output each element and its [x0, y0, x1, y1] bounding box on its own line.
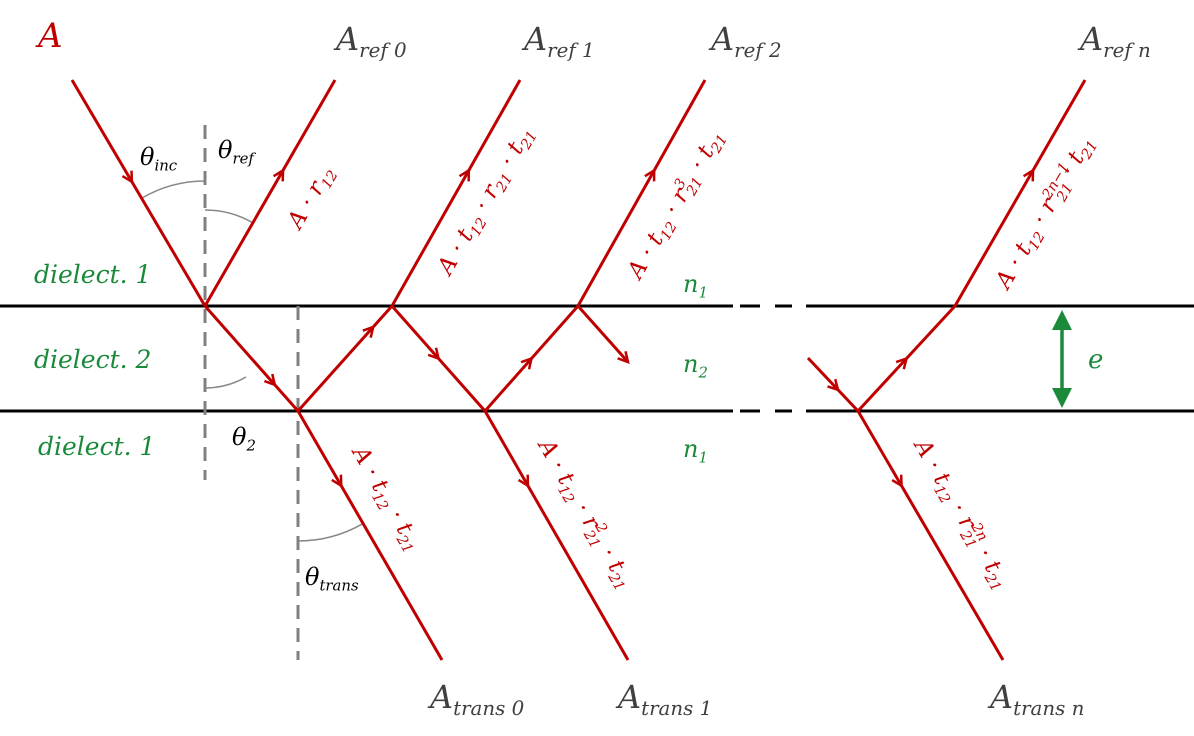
theta-trans-label: θtrans​ — [305, 563, 359, 594]
amplitude-label: A · r12​ — [282, 161, 342, 236]
angle-arc — [142, 180, 206, 199]
light-ray — [483, 410, 630, 661]
amplitude-label: A · t12​ · r2n21​ · t21​ — [905, 433, 1016, 595]
theta-ref-label: θref​ — [218, 136, 256, 167]
arrow-down-icon — [1052, 388, 1072, 408]
light-ray — [203, 79, 337, 307]
light-ray — [576, 79, 707, 307]
arrowhead-icon — [1022, 168, 1035, 182]
reflected-label: Aref n​ — [1077, 20, 1151, 62]
amplitude-label: A · t12​ · r321​ · t21​ — [621, 125, 731, 286]
light-ray — [70, 79, 207, 307]
light-ray — [953, 79, 1087, 307]
incident-label: A — [35, 16, 63, 56]
amplitude-label: A · t12​ · r221​ · t21​ — [529, 433, 639, 594]
amplitude-label: A · t12​ · r2n−121​ · t21​ — [989, 131, 1102, 296]
reflected-label: Aref 1​ — [521, 20, 595, 62]
angle-arc — [297, 522, 364, 542]
transmitted-label: Atrans n​ — [987, 678, 1084, 720]
theta-2-label: θ2​ — [232, 423, 256, 454]
light-ray — [856, 410, 1005, 661]
light-ray — [576, 305, 630, 363]
medium-label: dielect. 1 — [38, 432, 155, 461]
reflected-label: Aref 0​ — [333, 20, 407, 62]
arrowhead-icon — [121, 170, 134, 184]
arrowhead-icon — [827, 378, 840, 392]
light-ray — [296, 410, 444, 661]
index-label: n2​ — [683, 350, 708, 381]
arrowhead-icon — [272, 168, 285, 182]
arrowhead-icon — [517, 474, 530, 488]
theta-inc-label: θinc​ — [140, 143, 178, 174]
arrowhead-icon — [362, 325, 375, 338]
transmitted-label: Atrans 1​ — [615, 678, 712, 720]
amplitude-label: A · t12​ · t21​ — [343, 440, 427, 556]
arrowhead-icon — [617, 351, 630, 364]
medium-label: dielect. 1 — [34, 260, 151, 289]
light-ray — [390, 79, 522, 307]
index-label: n1​ — [683, 435, 708, 466]
arrowhead-icon — [331, 474, 343, 488]
arrowhead-icon — [644, 168, 656, 182]
arrowhead-icon — [427, 347, 441, 361]
arrow-up-icon — [1052, 310, 1072, 330]
index-label: n1​ — [683, 270, 708, 301]
thickness-label: e — [1088, 345, 1103, 375]
light-ray — [296, 304, 394, 413]
arrowhead-icon — [891, 474, 903, 488]
angle-arc — [204, 376, 247, 389]
arrowhead-icon — [895, 356, 909, 370]
light-ray — [806, 356, 860, 413]
amplitude-label: A · t12​ · r21​ · t21​ — [432, 122, 541, 282]
transmitted-label: Atrans 0​ — [427, 678, 524, 720]
arrowhead-icon — [263, 373, 277, 387]
arrowhead-icon — [520, 356, 534, 370]
arrowhead-icon — [458, 168, 471, 182]
angle-arc — [204, 209, 254, 224]
reflected-label: Aref 2​ — [708, 20, 782, 62]
light-ray — [203, 305, 300, 412]
medium-label: dielect. 2 — [34, 345, 151, 374]
